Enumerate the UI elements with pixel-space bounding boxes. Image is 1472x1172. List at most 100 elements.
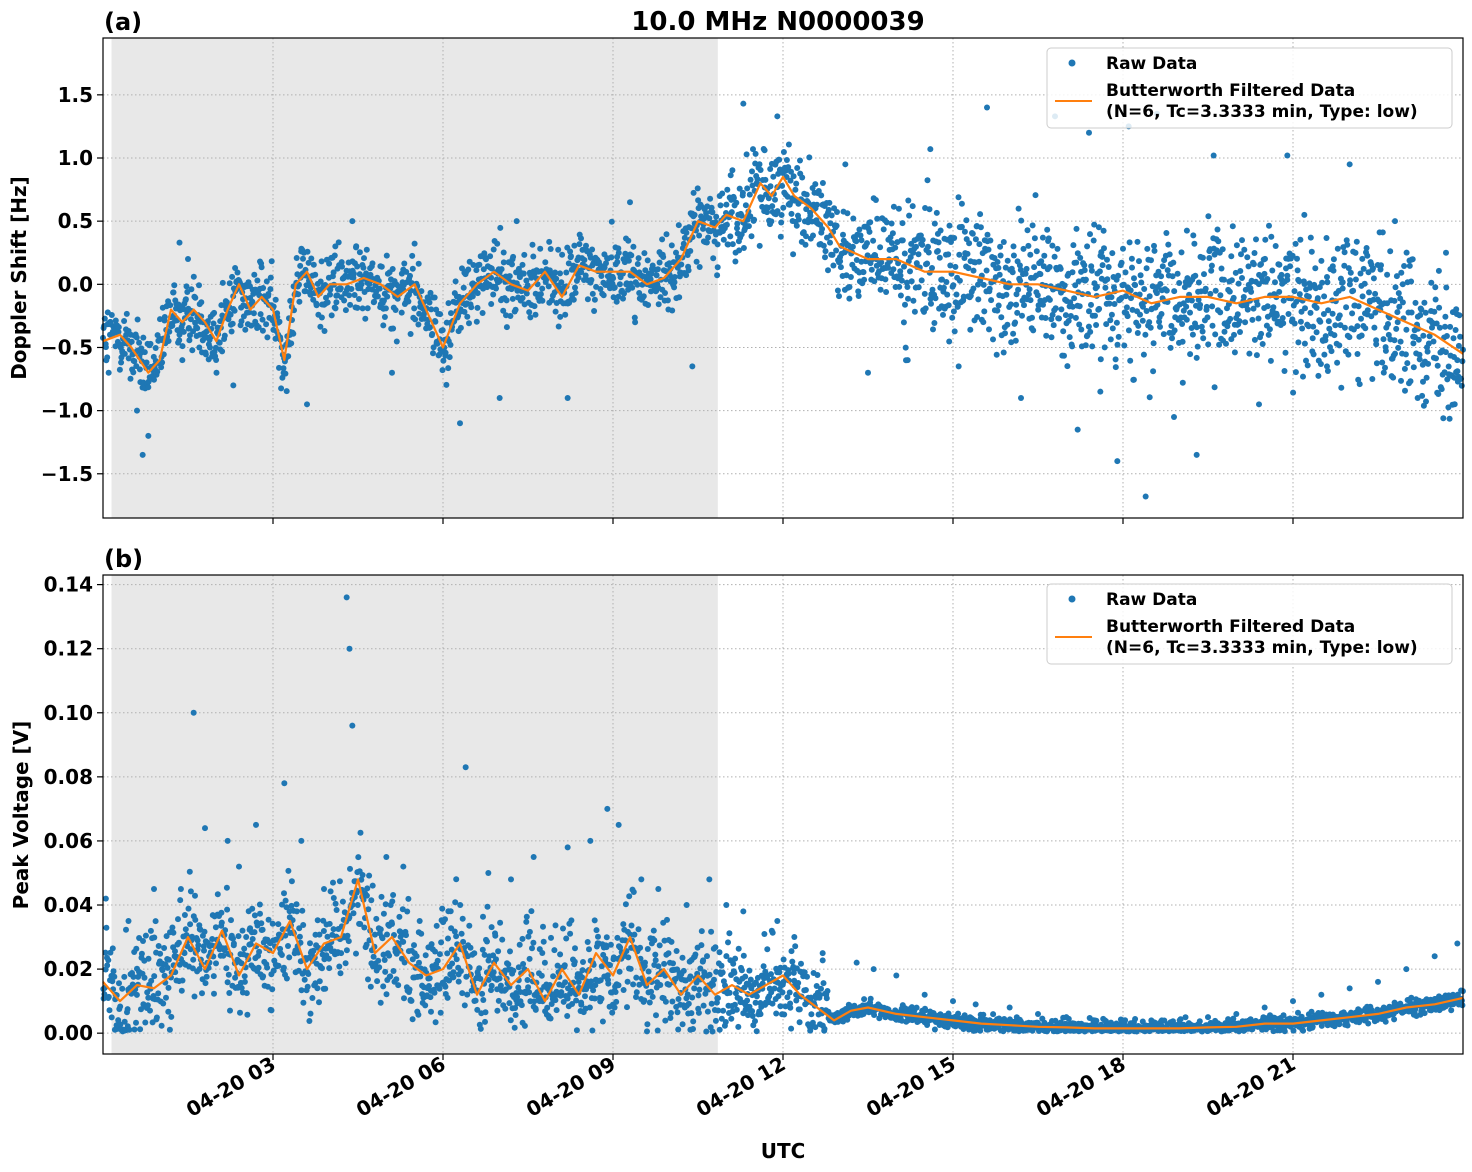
raw-data-point — [396, 913, 403, 920]
raw-data-point — [1150, 340, 1157, 347]
raw-data-point — [244, 1011, 251, 1018]
raw-data-point — [785, 970, 792, 977]
raw-data-point — [450, 974, 457, 981]
raw-data-point — [139, 451, 146, 458]
raw-data-point — [844, 210, 851, 217]
raw-data-point — [899, 237, 906, 244]
raw-data-point — [1390, 374, 1397, 381]
raw-data-point — [902, 301, 908, 308]
raw-data-point — [749, 1013, 756, 1019]
raw-data-point — [196, 966, 203, 972]
raw-data-point — [670, 960, 676, 967]
raw-data-point — [368, 897, 375, 904]
raw-data-point — [482, 1018, 488, 1025]
raw-data-point — [390, 325, 397, 332]
raw-data-point — [1163, 287, 1170, 294]
raw-data-point — [314, 985, 321, 992]
raw-data-point — [241, 978, 248, 985]
raw-data-point — [818, 985, 824, 992]
raw-data-point — [961, 228, 968, 235]
raw-data-point — [1196, 1018, 1203, 1025]
raw-data-point — [1364, 252, 1371, 259]
raw-data-point — [932, 295, 939, 302]
raw-data-point — [314, 917, 321, 924]
raw-data-point — [268, 1007, 275, 1014]
raw-data-point — [837, 258, 844, 265]
raw-data-point — [1349, 310, 1356, 317]
raw-data-point — [671, 274, 678, 280]
raw-data-point — [834, 209, 840, 215]
raw-data-point — [1443, 333, 1450, 339]
raw-data-point — [757, 1011, 764, 1018]
raw-data-point — [732, 955, 739, 962]
raw-data-point — [283, 388, 290, 395]
raw-data-point — [131, 1026, 138, 1033]
raw-data-point — [798, 960, 804, 967]
raw-data-point — [1072, 314, 1079, 321]
raw-data-point — [779, 182, 786, 189]
raw-data-point — [185, 256, 191, 263]
raw-data-point — [123, 310, 130, 317]
raw-data-point — [897, 268, 904, 275]
raw-data-point — [645, 968, 652, 975]
raw-data-point — [275, 921, 282, 928]
raw-data-point — [954, 303, 961, 310]
raw-data-point — [550, 973, 557, 980]
raw-data-point — [1188, 297, 1195, 304]
raw-data-point — [133, 945, 140, 952]
raw-data-point — [1310, 323, 1317, 330]
raw-data-point — [734, 220, 741, 227]
raw-data-point — [567, 248, 574, 255]
raw-data-point — [1262, 255, 1268, 262]
raw-data-point — [316, 999, 322, 1006]
raw-data-point — [476, 261, 483, 268]
raw-data-point — [389, 921, 395, 927]
raw-data-point — [1112, 364, 1119, 371]
raw-data-point — [1281, 368, 1288, 374]
raw-data-point — [316, 978, 323, 985]
raw-data-point — [915, 284, 922, 291]
raw-data-point — [787, 177, 794, 184]
raw-data-point — [481, 951, 488, 958]
raw-data-point — [510, 967, 517, 974]
raw-data-point — [1295, 339, 1302, 346]
raw-data-point — [889, 230, 896, 237]
raw-data-point — [671, 284, 678, 291]
raw-data-point — [825, 267, 831, 274]
raw-data-point — [591, 296, 598, 303]
raw-data-point — [1140, 351, 1147, 358]
raw-data-point — [161, 972, 168, 979]
raw-data-point — [1170, 259, 1177, 266]
raw-data-point — [427, 994, 434, 1001]
raw-data-point — [723, 221, 730, 228]
raw-data-point — [846, 284, 853, 290]
raw-data-point — [477, 1025, 484, 1032]
raw-data-point — [579, 967, 586, 974]
raw-data-point — [1242, 286, 1249, 293]
raw-data-point — [600, 292, 607, 299]
raw-data-point — [931, 320, 938, 326]
legend-filtered-label-line2: (N=6, Tc=3.3333 min, Type: low) — [1106, 102, 1418, 122]
raw-data-point — [361, 924, 368, 931]
raw-data-point — [580, 959, 586, 965]
panel-b-label: (b) — [104, 545, 143, 573]
raw-data-point — [1069, 343, 1076, 350]
raw-data-point — [134, 316, 141, 323]
raw-data-point — [427, 289, 434, 296]
raw-data-point — [201, 947, 207, 954]
raw-data-point — [630, 889, 637, 895]
raw-data-point — [747, 976, 754, 983]
raw-data-point — [1010, 243, 1017, 250]
raw-data-point — [525, 984, 532, 991]
raw-data-point — [1334, 359, 1341, 366]
raw-data-point — [1227, 315, 1234, 322]
raw-data-point — [390, 892, 397, 898]
raw-data-point — [301, 976, 308, 983]
raw-data-point — [351, 292, 358, 298]
raw-data-point — [200, 943, 207, 950]
raw-data-point — [827, 239, 833, 246]
raw-data-point — [1233, 242, 1240, 249]
raw-data-point — [497, 224, 504, 231]
raw-data-point — [1214, 226, 1221, 233]
raw-data-point — [709, 209, 716, 216]
